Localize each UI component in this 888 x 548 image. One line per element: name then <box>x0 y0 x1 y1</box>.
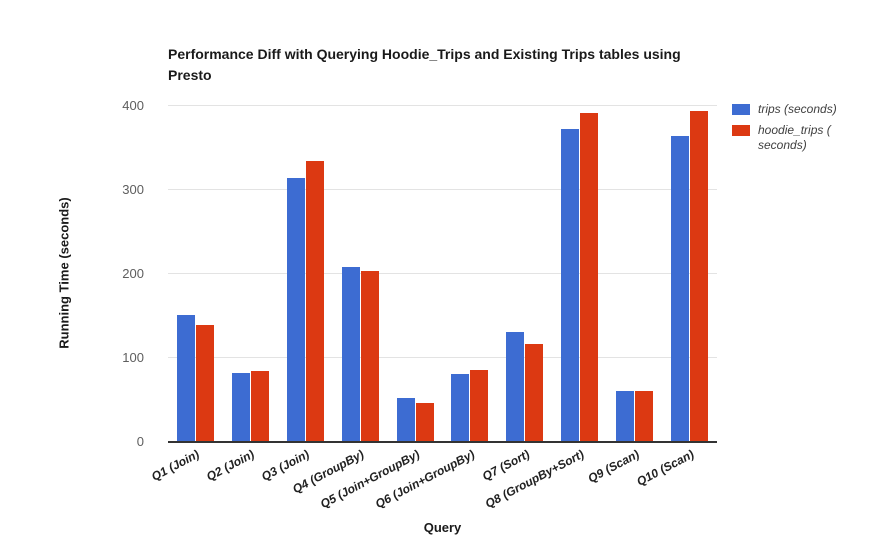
y-tick-labels: 0 100 200 300 400 <box>100 98 156 449</box>
legend-label-hoodie-trips: hoodie_trips ( seconds) <box>758 123 831 152</box>
x-tick-label: Q5 (Join+GroupBy) <box>317 447 422 512</box>
gridline <box>168 105 717 106</box>
x-axis-title: Query <box>423 520 462 535</box>
y-tick-label: 400 <box>122 98 144 113</box>
x-tick-labels: Q1 (Join) Q2 (Join) Q3 (Join) Q4 (GroupBy) Q… <box>150 447 717 517</box>
chart-title: Performance Diff with Querying Hoodie_Tr… <box>168 46 681 83</box>
y-axis-title: Running Time (seconds) <box>56 197 72 349</box>
bar-group-3 <box>278 105 333 441</box>
bar-trips-q2[interactable] <box>231 372 250 441</box>
bar-hoodie_trips-q3[interactable] <box>305 161 324 441</box>
bar-trips-q8[interactable] <box>561 128 580 441</box>
bar-group-8 <box>552 105 607 441</box>
legend-swatch-hoodie-trips-icon <box>732 125 750 136</box>
bar-hoodie_trips-q5[interactable] <box>415 403 434 441</box>
bar-trips-q5[interactable] <box>396 398 415 441</box>
bar-hoodie_trips-q8[interactable] <box>580 113 599 441</box>
legend-item-hoodie-trips[interactable]: hoodie_trips ( seconds) <box>732 123 837 153</box>
gridline <box>168 357 717 358</box>
plot-area <box>168 105 717 443</box>
x-tick-label: Q1 (Join) <box>149 447 203 484</box>
bar-hoodie_trips-q6[interactable] <box>470 370 489 441</box>
bar-hoodie_trips-q1[interactable] <box>195 325 214 441</box>
y-tick-label: 0 <box>136 434 144 449</box>
x-tick-label: Q6 (Join+GroupBy) <box>372 447 477 512</box>
bar-group-1 <box>168 105 223 441</box>
bar-group-10 <box>662 105 717 441</box>
bar-trips-q6[interactable] <box>451 373 470 441</box>
bar-group-5 <box>388 105 443 441</box>
bar-group-4 <box>333 105 388 441</box>
legend-label-trips: trips (seconds) <box>758 102 837 116</box>
x-tick-label: Q8 (GroupBy+Sort) <box>482 447 587 511</box>
bar-hoodie_trips-q2[interactable] <box>250 371 269 441</box>
bar-hoodie_trips-q9[interactable] <box>635 391 654 441</box>
bar-trips-q7[interactable] <box>506 331 525 441</box>
bar-trips-q1[interactable] <box>176 315 195 441</box>
gridline <box>168 189 717 190</box>
bar-hoodie_trips-q10[interactable] <box>690 110 709 441</box>
bar-trips-q3[interactable] <box>286 178 305 441</box>
gridline <box>168 273 717 274</box>
legend-item-trips[interactable]: trips (seconds) <box>732 102 837 117</box>
bar-trips-q10[interactable] <box>671 136 690 441</box>
bar-hoodie_trips-q4[interactable] <box>360 271 379 441</box>
bar-group-9 <box>607 105 662 441</box>
bar-trips-q9[interactable] <box>616 390 635 441</box>
bar-group-6 <box>443 105 498 441</box>
legend: trips (seconds) hoodie_trips ( seconds) <box>732 102 837 159</box>
bar-hoodie_trips-q7[interactable] <box>525 343 544 441</box>
bar-group-7 <box>497 105 552 441</box>
bar-trips-q4[interactable] <box>341 267 360 441</box>
x-tick-label: Q10 (Scan) <box>634 447 697 489</box>
x-tick-label: Q2 (Join) <box>204 447 257 484</box>
plot-slots <box>168 105 717 441</box>
bar-group-2 <box>223 105 278 441</box>
y-tick-label: 100 <box>122 350 144 365</box>
y-tick-label: 200 <box>122 266 144 281</box>
x-tick-label: Q9 (Scan) <box>585 447 642 486</box>
legend-swatch-trips-icon <box>732 104 750 115</box>
y-tick-label: 300 <box>122 182 144 197</box>
